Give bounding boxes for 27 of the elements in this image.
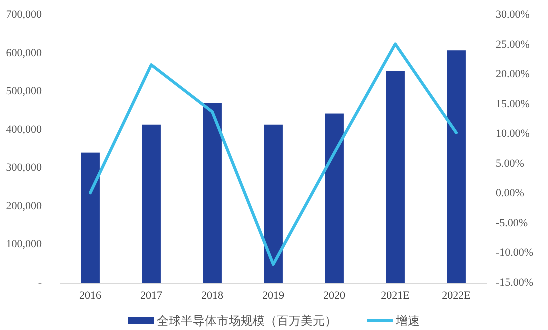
legend-label: 增速 (396, 314, 420, 328)
xtick: 2021E (381, 290, 410, 302)
xtick: 2016 (80, 290, 102, 302)
y2tick: 20.00% (496, 68, 530, 81)
y2tick: 5.00% (496, 158, 524, 170)
y2tick: 15.00% (496, 98, 530, 110)
y2tick: 30.00% (496, 9, 530, 21)
ytick: 700,000 (6, 9, 42, 21)
ytick: - (38, 277, 42, 289)
xtick: 2020 (324, 290, 346, 302)
ytick: 500,000 (6, 86, 42, 98)
xtick: 2017 (140, 290, 162, 302)
y2tick: -10.00% (496, 247, 534, 260)
ytick: 400,000 (6, 124, 42, 136)
y2tick: -15.00% (496, 277, 534, 289)
y2tick: 0.00% (496, 188, 524, 200)
y2tick: 10.00% (496, 128, 530, 140)
y2tick: 25.00% (496, 38, 530, 51)
ytick: 200,000 (6, 200, 42, 212)
legend-label: 全球半导体市场规模（百万美元） (157, 314, 337, 328)
ytick: 600,000 (6, 47, 42, 60)
xtick: 2018 (202, 290, 224, 302)
xtick: 2022E (442, 290, 471, 302)
ytick: 100,000 (6, 238, 42, 251)
y2tick: -5.00% (496, 217, 528, 230)
ytick: 300,000 (6, 162, 42, 174)
xtick: 2019 (262, 290, 284, 302)
